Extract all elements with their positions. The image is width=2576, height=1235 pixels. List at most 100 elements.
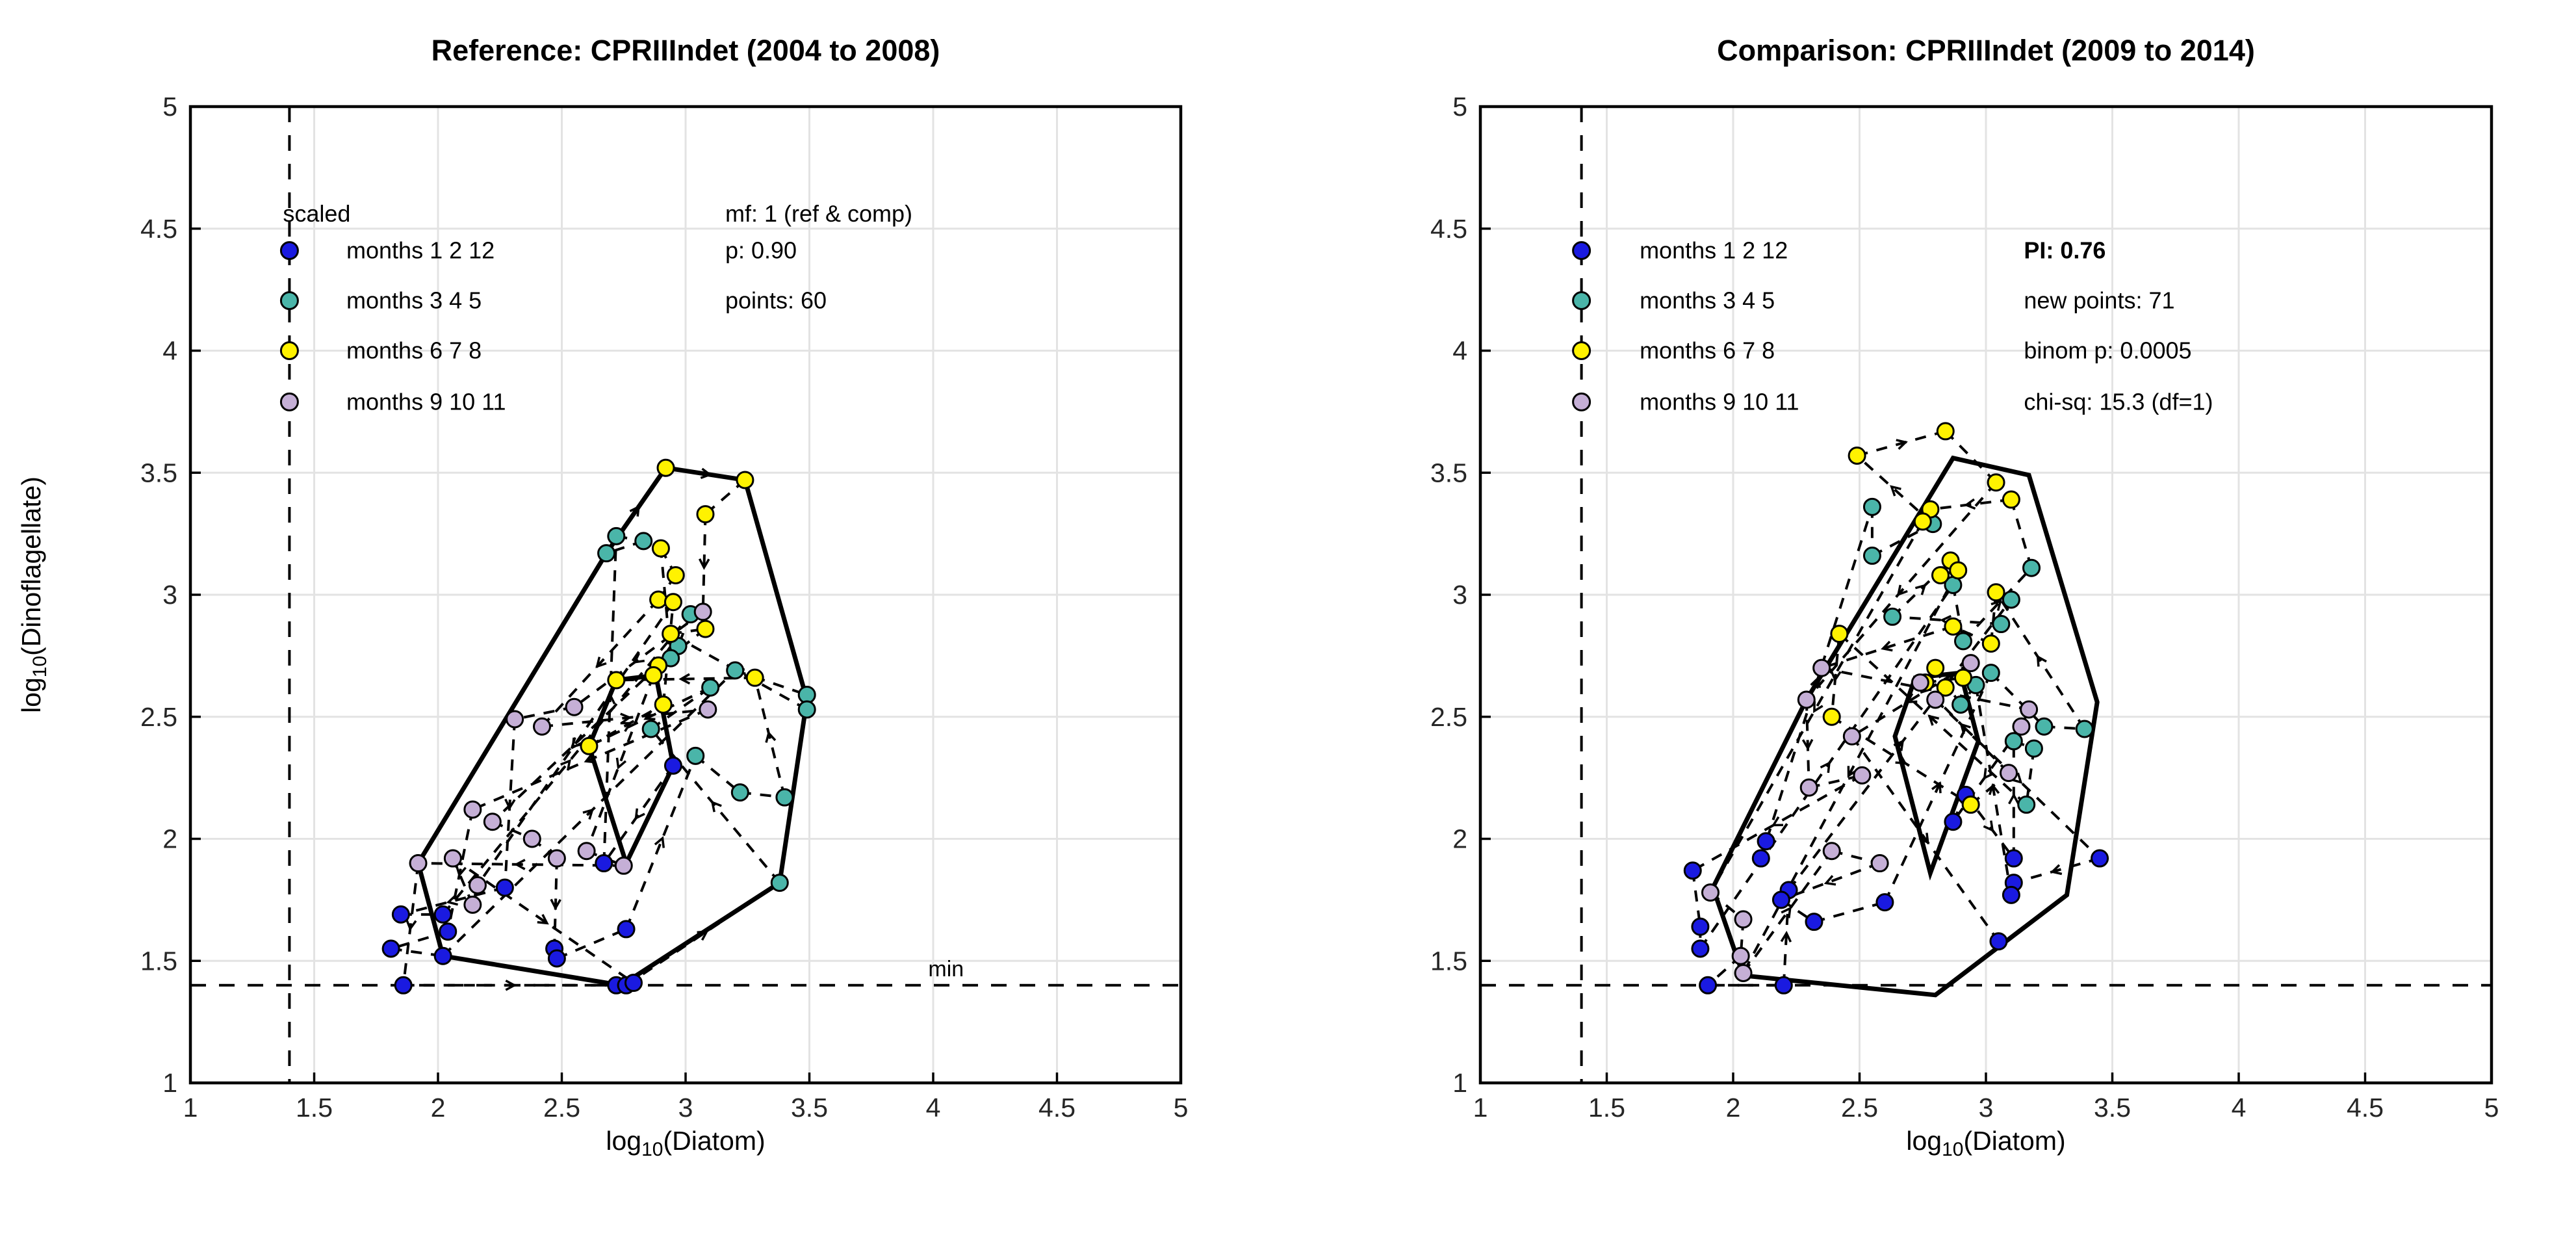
data-point xyxy=(1961,795,1980,814)
legend-label: months 3 4 5 xyxy=(1640,287,1775,314)
data-point xyxy=(662,625,680,644)
y-tick-label: 3 xyxy=(1452,580,1467,610)
data-point xyxy=(1981,634,2000,653)
data-point xyxy=(2091,849,2109,868)
data-point xyxy=(1875,893,1894,912)
y-tick-label: 4 xyxy=(162,336,177,366)
comparison-legend: months 1 2 12 months 3 4 5 months 6 7 8 mon… xyxy=(1572,237,1799,415)
x-tick-label: 2.5 xyxy=(1841,1093,1878,1123)
data-point xyxy=(1822,707,1841,726)
reference-plot: min 1 1.5 2 2.5 3 3.5 4 4.5 5 1 1.5 2 2.5 3 3.5 4 4.5 5 sca… xyxy=(140,92,1188,1123)
x-tick-label: 2 xyxy=(1726,1093,1741,1123)
data-point xyxy=(1926,658,1945,677)
data-point xyxy=(1822,842,1841,861)
data-point xyxy=(1731,946,1750,965)
legend-label: months 1 2 12 xyxy=(1640,237,1788,264)
data-point xyxy=(1951,695,1970,714)
data-point xyxy=(1848,446,1866,465)
data-point xyxy=(2020,700,2039,719)
legend-marker-yellow xyxy=(1572,341,1591,360)
data-point xyxy=(409,854,428,873)
data-point xyxy=(595,854,613,873)
y-tick-label: 4.5 xyxy=(140,214,177,244)
data-point xyxy=(607,526,626,545)
data-point xyxy=(1683,861,1702,880)
stat-line: chi-sq: 15.3 (df=1) xyxy=(2024,388,2213,415)
data-point xyxy=(1701,883,1719,902)
x-tick-label: 4 xyxy=(926,1093,941,1123)
data-point xyxy=(391,905,410,924)
reference-legend: scaled months 1 2 12 months 3 4 5 months 6 … xyxy=(279,200,506,415)
data-point xyxy=(666,566,685,584)
data-point xyxy=(644,666,663,684)
data-point xyxy=(522,829,541,848)
comparison-plot: 1 1.5 2 2.5 3 3.5 4 4.5 5 1 1.5 2 2.5 3 3.5 4 4.5 5 months… xyxy=(1430,92,2499,1123)
data-point xyxy=(1987,473,2005,492)
reference-trajectory-lines xyxy=(391,466,808,991)
data-point xyxy=(1870,854,1889,873)
data-point xyxy=(696,619,715,638)
comparison-inner-hull xyxy=(1892,670,1981,881)
reference-inner-hull xyxy=(586,673,676,870)
data-point xyxy=(1691,917,1710,936)
reference-plot-title: Reference: CPRIIIndet (2004 to 2008) xyxy=(431,34,940,67)
reference-y-axis-label: log10(Dinoflagellate) xyxy=(16,476,51,713)
reference-min-threshold-lines: min xyxy=(190,107,1181,1083)
data-point xyxy=(1953,632,1972,651)
y-tick-label: 2.5 xyxy=(140,702,177,732)
data-point xyxy=(1992,615,2011,634)
reference-gridlines xyxy=(190,107,1181,1083)
legend-marker-teal xyxy=(279,291,299,311)
data-point xyxy=(730,783,749,802)
data-point xyxy=(1949,561,1968,580)
data-point xyxy=(381,939,400,958)
x-tick-label: 1 xyxy=(183,1093,198,1123)
data-point xyxy=(1936,678,1955,697)
data-point xyxy=(533,717,552,736)
data-point xyxy=(547,949,566,968)
data-point xyxy=(617,920,636,939)
data-point xyxy=(656,458,675,477)
series-lavender xyxy=(1701,654,2039,983)
data-point xyxy=(580,736,599,755)
data-point xyxy=(797,700,816,719)
data-point xyxy=(1853,766,1872,785)
data-point xyxy=(2002,590,2020,609)
legend-marker-lavender xyxy=(279,392,299,411)
legend-label: months 1 2 12 xyxy=(346,237,495,264)
data-point xyxy=(1797,690,1816,709)
data-point xyxy=(577,842,596,861)
data-point xyxy=(1734,910,1753,929)
x-tick-label: 5 xyxy=(2484,1093,2499,1123)
x-tick-label: 1 xyxy=(1473,1093,1488,1123)
stat-line: points: 60 xyxy=(725,287,827,314)
legend-marker-blue xyxy=(1572,241,1591,261)
legend-label: months 9 10 11 xyxy=(1640,388,1799,415)
data-point xyxy=(1883,607,1902,626)
data-point xyxy=(696,505,715,524)
data-point xyxy=(2022,558,2041,577)
legend-label: months 6 7 8 xyxy=(1640,337,1775,364)
series-yellow xyxy=(580,458,764,755)
x-tick-label: 2.5 xyxy=(543,1093,580,1123)
data-point xyxy=(654,695,673,714)
data-point xyxy=(1926,690,1945,709)
y-tick-label: 4 xyxy=(1452,336,1467,366)
legend-header: scaled xyxy=(283,200,350,227)
data-point xyxy=(1830,625,1849,644)
data-point xyxy=(1734,964,1753,983)
reference-axes: 1 1.5 2 2.5 3 3.5 4 4.5 5 1 1.5 2 2.5 3 3.5 4 4.5 5 xyxy=(140,92,1188,1123)
x-tick-label: 3 xyxy=(1979,1093,1994,1123)
comparison-x-axis-label: log10(Diatom) xyxy=(1906,1126,2066,1161)
comparison-scatter-points xyxy=(1683,422,2109,994)
y-tick-label: 2 xyxy=(1452,824,1467,854)
y-tick-label: 3.5 xyxy=(140,458,177,488)
data-point xyxy=(1757,832,1775,851)
data-point xyxy=(663,593,682,612)
series-yellow xyxy=(1822,422,2020,814)
x-tick-label: 3.5 xyxy=(791,1093,828,1123)
data-point xyxy=(1805,913,1823,931)
data-point xyxy=(1751,849,1770,868)
data-point xyxy=(701,678,720,697)
